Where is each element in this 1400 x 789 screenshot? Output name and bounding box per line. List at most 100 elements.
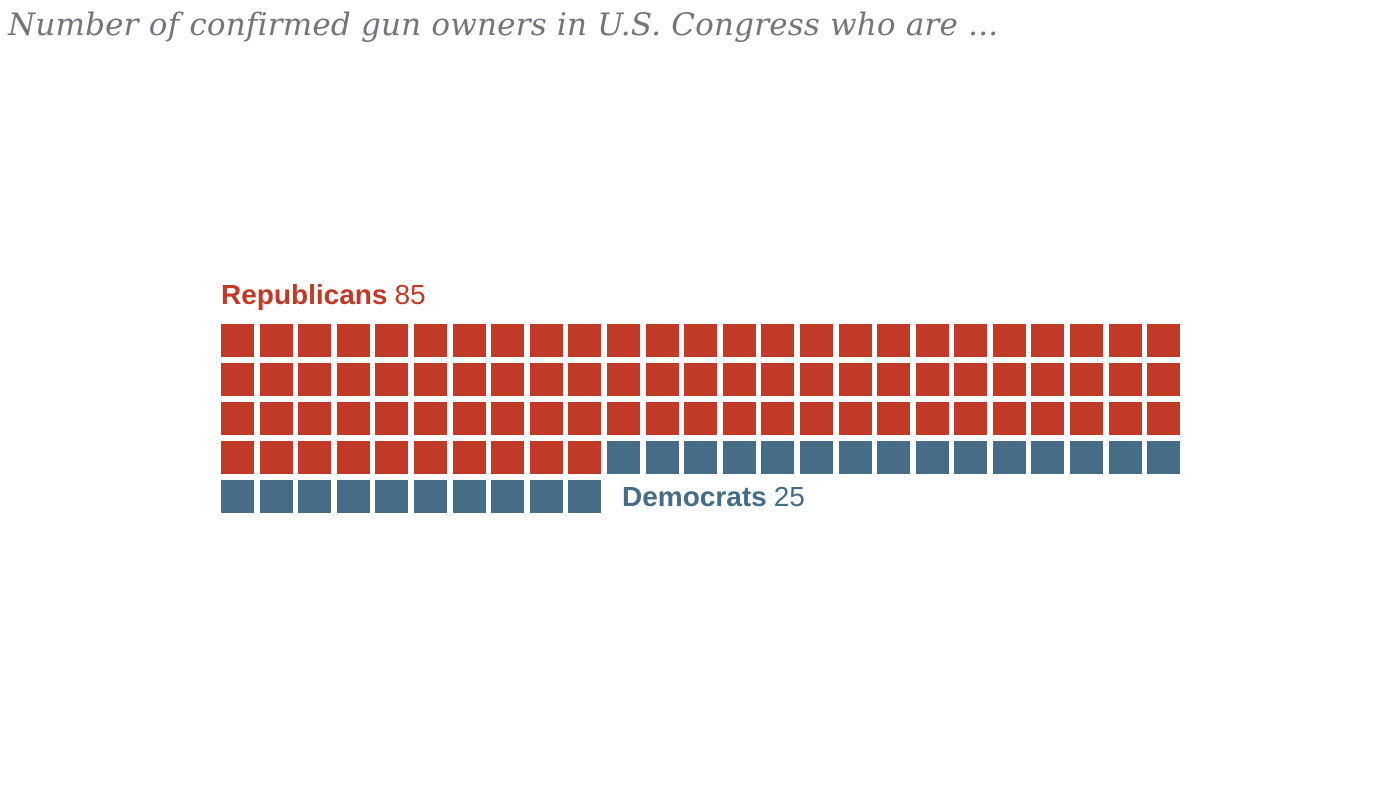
waffle-square-republican <box>221 402 254 435</box>
waffle-square-democrat <box>375 480 409 513</box>
waffle-square-democrat <box>799 441 833 474</box>
waffle-square-republican <box>915 363 949 396</box>
waffle-square-republican <box>298 363 332 396</box>
waffle-square-democrat <box>336 480 370 513</box>
waffle-square-republican <box>568 363 602 396</box>
democrats-legend-value: 25 <box>773 481 805 512</box>
waffle-square-republican <box>1031 402 1065 435</box>
waffle-square-republican <box>336 402 370 435</box>
waffle-square-republican <box>722 402 756 435</box>
waffle-square-democrat <box>722 441 756 474</box>
waffle-square-republican <box>606 363 640 396</box>
waffle-square-republican <box>568 441 602 474</box>
waffle-square-republican <box>375 324 409 357</box>
waffle-square-republican <box>1070 324 1104 357</box>
waffle-square-democrat <box>877 441 911 474</box>
waffle-square-democrat <box>221 480 254 513</box>
waffle-square-republican <box>221 441 254 474</box>
waffle-square-republican <box>1070 363 1104 396</box>
waffle-square-republican <box>684 363 718 396</box>
waffle-square-republican <box>1070 402 1104 435</box>
waffle-square-republican <box>259 402 293 435</box>
waffle-square-republican <box>336 324 370 357</box>
waffle-square-republican <box>915 324 949 357</box>
waffle-square-democrat <box>413 480 447 513</box>
waffle-square-republican <box>452 324 486 357</box>
waffle-square-republican <box>1147 363 1181 396</box>
waffle-square-republican <box>799 402 833 435</box>
waffle-square-republican <box>1031 324 1065 357</box>
waffle-square-republican <box>1108 402 1142 435</box>
waffle-square-republican <box>221 363 254 396</box>
waffle-square-democrat <box>684 441 718 474</box>
waffle-square-republican <box>375 363 409 396</box>
republicans-legend-value: 85 <box>394 279 426 310</box>
republicans-legend-name: Republicans <box>221 279 388 310</box>
waffle-square-republican <box>221 324 254 357</box>
waffle-square-democrat <box>529 480 563 513</box>
waffle-square-republican <box>606 324 640 357</box>
waffle-square-republican <box>452 441 486 474</box>
waffle-square-republican <box>529 324 563 357</box>
waffle-square-democrat <box>606 441 640 474</box>
waffle-square-republican <box>491 402 525 435</box>
waffle-square-republican <box>375 402 409 435</box>
waffle-square-republican <box>877 324 911 357</box>
waffle-square-republican <box>954 363 988 396</box>
waffle-square-republican <box>529 402 563 435</box>
waffle-square-democrat <box>452 480 486 513</box>
waffle-square-republican <box>529 441 563 474</box>
waffle-square-republican <box>413 402 447 435</box>
waffle-square-democrat <box>1147 441 1181 474</box>
waffle-square-republican <box>336 441 370 474</box>
waffle-square-republican <box>1031 363 1065 396</box>
waffle-square-republican <box>491 363 525 396</box>
waffle-square-republican <box>491 441 525 474</box>
democrats-legend: Democrats 25 <box>622 480 805 513</box>
waffle-square-democrat <box>1108 441 1142 474</box>
waffle-square-republican <box>992 363 1026 396</box>
waffle-square-democrat <box>298 480 332 513</box>
waffle-square-republican <box>259 363 293 396</box>
waffle-square-republican <box>915 402 949 435</box>
waffle-square-republican <box>838 324 872 357</box>
waffle-square-democrat <box>1070 441 1104 474</box>
waffle-square-republican <box>568 324 602 357</box>
waffle-square-democrat <box>491 480 525 513</box>
waffle-square-republican <box>645 402 679 435</box>
waffle-square-republican <box>684 324 718 357</box>
waffle-square-republican <box>568 402 602 435</box>
waffle-square-democrat <box>1031 441 1065 474</box>
waffle-square-republican <box>877 402 911 435</box>
waffle-square-democrat <box>838 441 872 474</box>
waffle-square-republican <box>992 324 1026 357</box>
waffle-square-republican <box>452 402 486 435</box>
waffle-square-republican <box>413 363 447 396</box>
republicans-legend: Republicans 85 <box>221 278 426 311</box>
waffle-grid <box>221 324 1181 513</box>
waffle-square-republican <box>259 441 293 474</box>
waffle-square-democrat <box>259 480 293 513</box>
waffle-square-republican <box>761 363 795 396</box>
waffle-square-republican <box>606 402 640 435</box>
waffle-square-republican <box>413 324 447 357</box>
waffle-square-republican <box>298 402 332 435</box>
waffle-square-republican <box>1147 402 1181 435</box>
waffle-square-republican <box>954 324 988 357</box>
chart-title: Number of confirmed gun owners in U.S. C… <box>8 7 999 43</box>
waffle-square-republican <box>799 324 833 357</box>
waffle-square-republican <box>684 402 718 435</box>
waffle-square-republican <box>298 324 332 357</box>
waffle-square-republican <box>1108 363 1142 396</box>
waffle-square-republican <box>992 402 1026 435</box>
waffle-square-republican <box>722 363 756 396</box>
waffle-square-republican <box>1108 324 1142 357</box>
waffle-square-republican <box>877 363 911 396</box>
waffle-square-republican <box>1147 324 1181 357</box>
waffle-square-republican <box>452 363 486 396</box>
waffle-square-democrat <box>992 441 1026 474</box>
waffle-square-democrat <box>761 441 795 474</box>
waffle-square-democrat <box>954 441 988 474</box>
waffle-square-republican <box>375 441 409 474</box>
